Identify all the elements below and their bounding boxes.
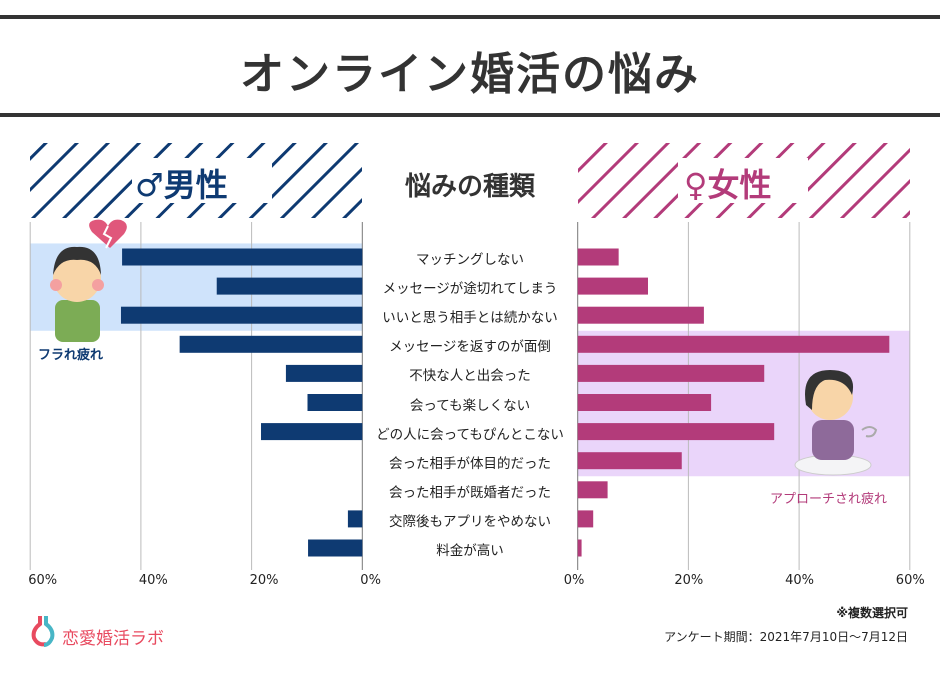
male-symbol-icon: ♂	[135, 166, 164, 204]
female-tick-label: 20%	[674, 573, 704, 588]
broken-heart-icon	[89, 219, 127, 249]
title-bottom-rule	[0, 113, 940, 117]
multiple-choice-note: ※複数選択可	[836, 606, 908, 620]
male-bar	[179, 335, 363, 353]
female-tick-label: 0%	[563, 573, 585, 588]
female-bar	[577, 277, 648, 295]
category-label: メッセージを返すのが面倒	[389, 339, 551, 356]
female-header: ♀女性	[684, 160, 771, 206]
category-header: 悩みの種類	[404, 172, 535, 202]
sad-man-illustration	[50, 246, 104, 342]
survey-period: アンケート期間：2021年7月10日～7月12日	[664, 630, 908, 644]
category-label: 会った相手が体目的だった	[389, 455, 551, 472]
male-bar	[216, 277, 363, 295]
male-bar	[120, 306, 363, 324]
female-bar	[577, 306, 704, 324]
female-annotation: アプローチされ疲れ	[770, 492, 888, 507]
category-label: 料金が高い	[436, 543, 504, 559]
male-tick-label: 20%	[249, 573, 279, 588]
male-bar	[261, 423, 363, 441]
female-bar	[577, 539, 582, 557]
male-tick-label: 0%	[360, 573, 381, 588]
male-annotation: フラれ疲れ	[38, 348, 104, 363]
female-bar	[577, 510, 594, 528]
female-bar	[577, 364, 765, 382]
category-label: メッセージが途切れてしまう	[382, 281, 558, 298]
logo-flask-icon	[31, 616, 55, 647]
female-header-label: 女性	[707, 166, 772, 204]
male-header-label-bg	[132, 158, 272, 203]
male-header-label: 男性	[163, 166, 228, 204]
page-title: オンライン婚活の悩み	[240, 49, 700, 100]
title-top-rule	[0, 15, 940, 19]
tired-woman-illustration	[794, 370, 878, 476]
male-bar	[307, 394, 363, 411]
category-label: 不快な人と出会った	[409, 368, 531, 385]
female-bar	[577, 481, 608, 499]
category-label: マッチングしない	[416, 252, 524, 268]
female-tick-label: 40%	[785, 573, 814, 588]
category-label: いいと思う相手とは続かない	[382, 310, 558, 327]
female-bar	[577, 248, 619, 266]
category-label: 会っても楽しくない	[409, 397, 531, 414]
category-label: どの人に会ってもぴんとこない	[376, 426, 564, 443]
male-header: ♂男性	[135, 160, 228, 206]
female-tick-label: 60%	[895, 573, 925, 588]
female-bar	[577, 423, 775, 441]
male-bar	[122, 248, 363, 266]
female-bar	[577, 335, 890, 353]
category-label: 交際後もアプリをやめない	[389, 513, 551, 530]
logo-text: 恋愛婚活ラボ	[62, 629, 164, 649]
female-bar	[577, 452, 682, 470]
male-tick-label: 60%	[28, 573, 58, 588]
female-symbol-icon: ♀	[684, 166, 708, 204]
category-label: 会った相手が既婚者だった	[389, 484, 551, 501]
female-header-label-bg	[678, 158, 808, 203]
female-bar	[577, 394, 712, 411]
male-bar	[285, 364, 363, 382]
male-tick-label: 40%	[138, 573, 168, 588]
male-bar	[308, 539, 363, 557]
male-bar	[347, 510, 363, 528]
